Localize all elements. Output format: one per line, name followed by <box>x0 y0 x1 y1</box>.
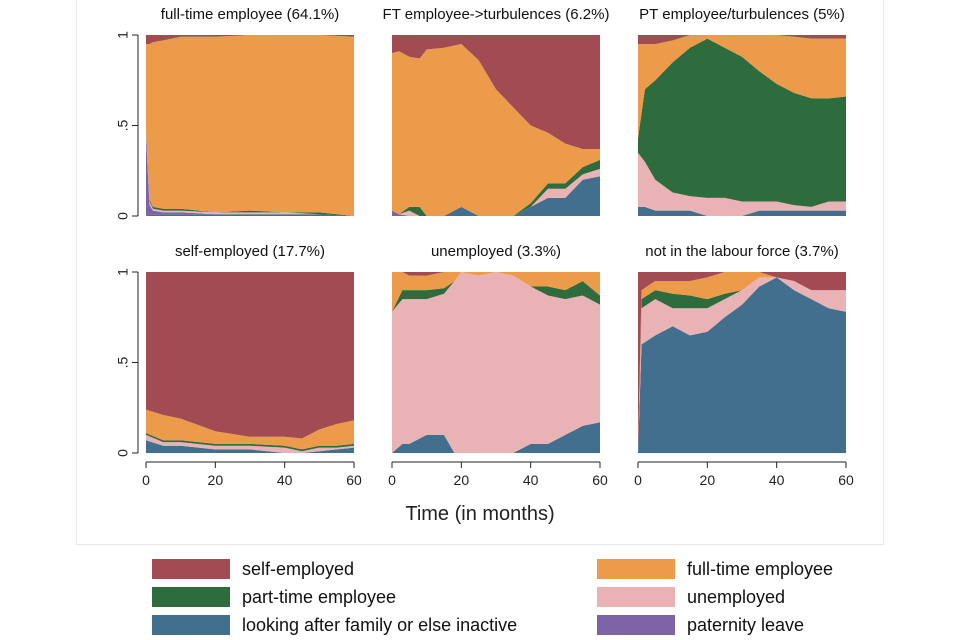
legend-label-looking-after-family-or-else-inactive: looking after family or else inactive <box>242 615 517 635</box>
area-part-time-employee-panel-4 <box>146 433 354 452</box>
area-looking-after-family-or-else-inactive-panel-6 <box>638 277 846 453</box>
panel-title-2: FT employee->turbulences (6.2%) <box>383 6 610 23</box>
area-full-time-employee-panel-2 <box>392 44 600 216</box>
x-axis-title: Time (in months) <box>405 503 554 525</box>
legend-label-part-time-employee: part-time employee <box>242 587 396 607</box>
legend-swatch-full-time-employee <box>597 559 675 579</box>
y-tick-label: .5 <box>115 119 131 131</box>
area-part-time-employee-panel-3 <box>638 38 846 207</box>
panel-title-5: unemployed (3.3%) <box>431 243 561 260</box>
area-full-time-employee-panel-1 <box>146 35 354 216</box>
x-tick-label: 0 <box>142 472 150 488</box>
x-tick-label: 0 <box>388 472 396 488</box>
x-tick-label: 40 <box>523 472 539 488</box>
area-unemployed-panel-2 <box>392 168 600 216</box>
legend-label-self-employed: self-employed <box>242 559 354 579</box>
x-tick-label: 20 <box>700 472 716 488</box>
area-part-time-employee-panel-6 <box>638 277 846 453</box>
x-tick-label: 60 <box>838 472 854 488</box>
area-part-time-employee-panel-5 <box>392 272 600 312</box>
x-tick-label: 40 <box>769 472 785 488</box>
legend-swatch-paternity-leave <box>597 615 675 635</box>
area-full-time-employee-panel-5 <box>392 272 600 312</box>
area-self-employed-panel-1 <box>146 35 354 45</box>
legend-label-unemployed: unemployed <box>687 587 785 607</box>
x-tick-label: 20 <box>454 472 470 488</box>
legend-swatch-self-employed <box>152 559 230 579</box>
x-tick-label: 20 <box>208 472 224 488</box>
panel-title-4: self-employed (17.7%) <box>175 243 325 260</box>
area-self-employed-panel-2 <box>392 35 600 149</box>
x-tick-label: 0 <box>634 472 642 488</box>
legend-swatch-looking-after-family-or-else-inactive <box>152 615 230 635</box>
y-tick-label: 1 <box>115 31 131 39</box>
area-full-time-employee-panel-4 <box>146 409 354 450</box>
area-full-time-employee-panel-3 <box>638 35 846 139</box>
y-tick-label: 0 <box>115 212 131 220</box>
y-tick-label: 1 <box>115 268 131 276</box>
legend-label-full-time-employee: full-time employee <box>687 559 833 579</box>
area-unemployed-panel-6 <box>638 277 846 453</box>
y-tick-label: 0 <box>115 449 131 457</box>
y-tick-label: .5 <box>115 356 131 368</box>
area-unemployed-panel-3 <box>638 152 846 216</box>
area-full-time-employee-panel-6 <box>638 272 846 453</box>
area-looking-after-family-or-else-inactive-panel-3 <box>638 206 846 216</box>
area-self-employed-panel-4 <box>146 272 354 439</box>
area-self-employed-panel-3 <box>638 35 846 45</box>
legend-label-paternity-leave: paternity leave <box>687 615 804 635</box>
legend-swatch-part-time-employee <box>152 587 230 607</box>
panel-title-6: not in the labour force (3.7%) <box>645 243 838 260</box>
area-unemployed-panel-5 <box>392 272 600 453</box>
area-self-employed-panel-6 <box>638 272 846 453</box>
panel-title-3: PT employee/turbulences (5%) <box>639 6 845 23</box>
x-tick-label: 60 <box>346 472 362 488</box>
area-looking-after-family-or-else-inactive-panel-1 <box>146 214 354 216</box>
area-part-time-employee-panel-2 <box>392 159 600 216</box>
area-looking-after-family-or-else-inactive-panel-2 <box>392 176 600 216</box>
area-unemployed-panel-4 <box>146 434 354 453</box>
area-looking-after-family-or-else-inactive-panel-5 <box>392 422 600 453</box>
x-tick-label: 60 <box>592 472 608 488</box>
area-looking-after-family-or-else-inactive-panel-4 <box>146 440 354 453</box>
panel-title-1: full-time employee (64.1%) <box>161 6 339 23</box>
x-tick-label: 40 <box>277 472 293 488</box>
legend-swatch-unemployed <box>597 587 675 607</box>
area-self-employed-panel-5 <box>392 272 600 276</box>
